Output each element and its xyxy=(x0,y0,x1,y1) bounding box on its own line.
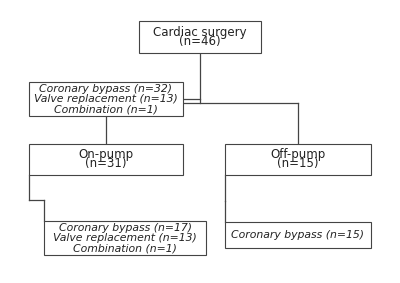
Text: (n=31): (n=31) xyxy=(85,157,127,170)
FancyBboxPatch shape xyxy=(138,21,262,53)
FancyBboxPatch shape xyxy=(44,221,206,255)
FancyBboxPatch shape xyxy=(225,143,371,175)
Text: Valve replacement (n=13): Valve replacement (n=13) xyxy=(34,95,178,104)
Text: Cardiac surgery: Cardiac surgery xyxy=(153,26,247,39)
Text: Valve replacement (n=13): Valve replacement (n=13) xyxy=(53,233,197,243)
Text: Combination (n=1): Combination (n=1) xyxy=(73,243,177,253)
FancyBboxPatch shape xyxy=(29,82,183,116)
Text: Coronary bypass (n=17): Coronary bypass (n=17) xyxy=(59,223,192,233)
Text: Coronary bypass (n=15): Coronary bypass (n=15) xyxy=(232,230,364,240)
Text: Off-pump: Off-pump xyxy=(270,148,326,161)
Text: On-pump: On-pump xyxy=(78,148,134,161)
FancyBboxPatch shape xyxy=(225,222,371,248)
Text: (n=15): (n=15) xyxy=(277,157,319,170)
FancyBboxPatch shape xyxy=(29,143,183,175)
Text: Combination (n=1): Combination (n=1) xyxy=(54,105,158,115)
Text: Coronary bypass (n=32): Coronary bypass (n=32) xyxy=(40,84,172,94)
Text: (n=46): (n=46) xyxy=(179,35,221,48)
